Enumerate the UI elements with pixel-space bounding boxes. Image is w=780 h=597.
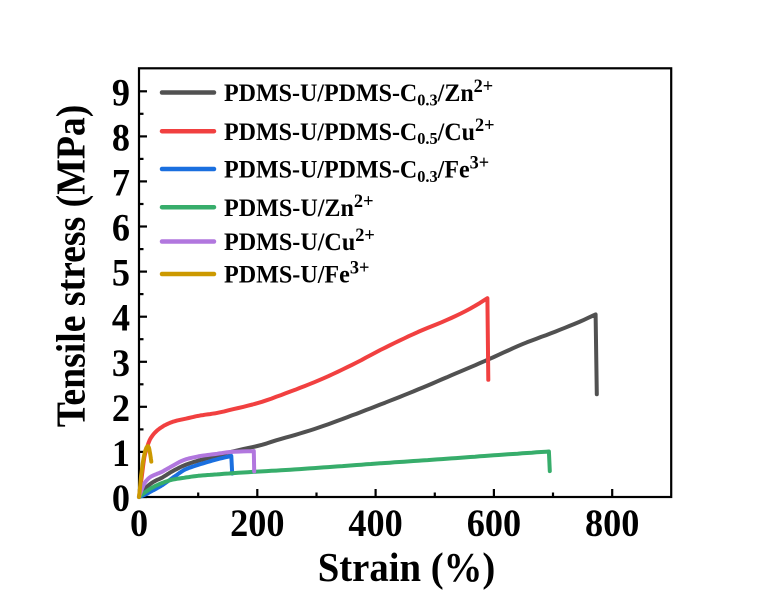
svg-text:PDMS-U/Cu2+: PDMS-U/Cu2+ <box>224 225 375 256</box>
svg-text:600: 600 <box>467 502 521 545</box>
svg-text:4: 4 <box>112 297 130 340</box>
svg-text:7: 7 <box>112 161 130 204</box>
svg-text:PDMS-U/Fe3+: PDMS-U/Fe3+ <box>224 257 369 288</box>
svg-text:2: 2 <box>112 387 130 430</box>
svg-text:Strain (%): Strain (%) <box>318 544 496 590</box>
svg-text:1: 1 <box>112 432 130 475</box>
svg-text:3: 3 <box>112 342 130 385</box>
svg-text:400: 400 <box>348 502 402 545</box>
svg-text:PDMS-U/PDMS-C0.3/Fe3+: PDMS-U/PDMS-C0.3/Fe3+ <box>224 152 489 186</box>
svg-text:0: 0 <box>112 477 130 520</box>
svg-text:Tensile stress (MPa): Tensile stress (MPa) <box>48 105 94 428</box>
svg-text:0: 0 <box>130 502 148 545</box>
svg-text:800: 800 <box>585 502 639 545</box>
svg-text:8: 8 <box>112 116 130 159</box>
svg-text:PDMS-U/PDMS-C0.3/Zn2+: PDMS-U/PDMS-C0.3/Zn2+ <box>224 76 493 110</box>
svg-text:PDMS-U/Zn2+: PDMS-U/Zn2+ <box>224 191 374 222</box>
svg-text:9: 9 <box>112 71 130 114</box>
svg-text:200: 200 <box>230 502 284 545</box>
svg-text:5: 5 <box>112 251 130 294</box>
svg-text:PDMS-U/PDMS-C0.5/Cu2+: PDMS-U/PDMS-C0.5/Cu2+ <box>224 114 495 148</box>
svg-text:6: 6 <box>112 206 130 249</box>
